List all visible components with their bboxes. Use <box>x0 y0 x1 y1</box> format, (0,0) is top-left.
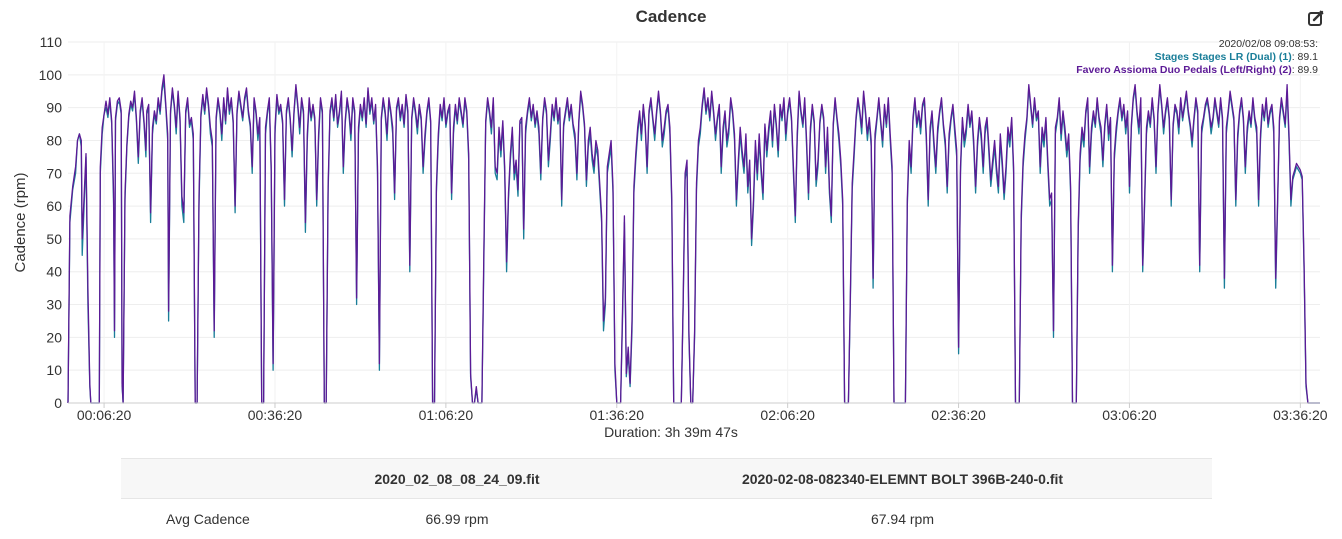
y-tick-label: 100 <box>39 67 63 83</box>
stats-header-empty <box>121 459 321 499</box>
readout-series-1-value: : 89.1 <box>1292 51 1318 63</box>
stats-row-label: Avg Cadence <box>121 499 321 539</box>
stats-row-avg-cadence: Avg Cadence 66.99 rpm 67.94 rpm <box>121 499 1212 539</box>
y-tick-label: 110 <box>40 34 63 50</box>
stats-value-file-1: 66.99 rpm <box>321 499 593 539</box>
duration-label: Duration: 3h 39m 47s <box>0 424 1342 440</box>
y-tick-label: 30 <box>46 297 62 313</box>
stats-header-file-2: 2020-02-08-082340-ELEMNT BOLT 396B-240-0… <box>593 459 1212 499</box>
y-tick-label: 0 <box>54 395 62 411</box>
y-axis-label: Cadence (rpm) <box>12 172 29 272</box>
stats-header-file-1: 2020_02_08_08_24_09.fit <box>321 459 593 499</box>
y-tick-label: 50 <box>46 231 62 247</box>
y-tick-label: 70 <box>46 165 62 181</box>
x-tick-label: 00:36:20 <box>248 407 303 423</box>
x-tick-label: 00:06:20 <box>77 407 132 423</box>
stats-value-file-2: 67.94 rpm <box>593 499 1212 539</box>
stats-header-row: 2020_02_08_08_24_09.fit 2020-02-08-08234… <box>121 459 1212 499</box>
x-tick-label: 01:36:20 <box>590 407 645 423</box>
readout-series-2-value: : 89.9 <box>1292 64 1318 76</box>
x-tick-label: 03:36:20 <box>1273 407 1328 423</box>
readout-series-2-name: Favero Assioma Duo Pedals (Left/Right) (… <box>1076 64 1291 76</box>
y-axis-ticks: 0 10 20 30 40 50 60 70 80 90 100 110 <box>39 34 63 411</box>
hover-readout: 2020/02/08 09:08:53: Stages Stages LR (D… <box>1076 38 1318 77</box>
x-tick-label: 01:06:20 <box>419 407 474 423</box>
readout-series-2: Favero Assioma Duo Pedals (Left/Right) (… <box>1076 64 1318 77</box>
readout-timestamp: 2020/02/08 09:08:53: <box>1076 38 1318 51</box>
y-tick-label: 20 <box>46 329 62 345</box>
y-tick-label: 10 <box>46 362 62 378</box>
y-tick-label: 40 <box>46 264 62 280</box>
y-tick-label: 60 <box>46 198 62 214</box>
x-tick-label: 03:06:20 <box>1102 407 1157 423</box>
readout-series-1: Stages Stages LR (Dual) (1): 89.1 <box>1076 51 1318 64</box>
x-tick-label: 02:06:20 <box>760 407 815 423</box>
y-tick-label: 90 <box>46 100 62 116</box>
readout-series-1-name: Stages Stages LR (Dual) (1) <box>1155 51 1292 63</box>
y-tick-label: 80 <box>46 132 62 148</box>
stats-table: 2020_02_08_08_24_09.fit 2020-02-08-08234… <box>121 458 1212 539</box>
x-axis-ticks: 00:06:20 00:36:20 01:06:20 01:36:20 02:06:20… <box>77 403 1328 423</box>
x-tick-label: 02:36:20 <box>931 407 986 423</box>
